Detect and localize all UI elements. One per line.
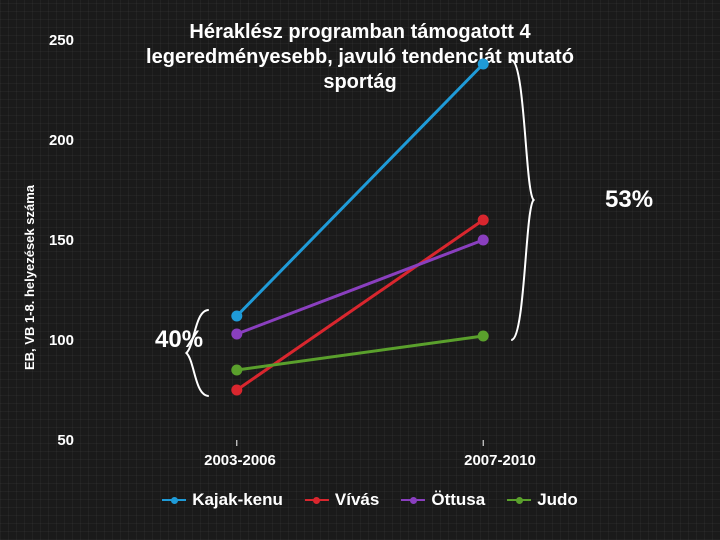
plot-area — [0, 0, 720, 540]
legend-item-kajak: Kajak-kenu — [162, 490, 283, 510]
legend-item-judo: Judo — [507, 490, 578, 510]
legend-label: Kajak-kenu — [192, 490, 283, 510]
legend: Kajak-kenu Vívás Öttusa Judo — [120, 490, 620, 510]
legend-item-vivas: Vívás — [305, 490, 379, 510]
legend-label: Vívás — [335, 490, 379, 510]
legend-swatch — [305, 495, 329, 505]
legend-item-ottusa: Öttusa — [401, 490, 485, 510]
legend-swatch — [162, 495, 186, 505]
legend-swatch — [507, 495, 531, 505]
legend-label: Judo — [537, 490, 578, 510]
chart-container: Héraklész programban támogatott 4 legere… — [0, 0, 720, 540]
legend-swatch — [401, 495, 425, 505]
legend-label: Öttusa — [431, 490, 485, 510]
